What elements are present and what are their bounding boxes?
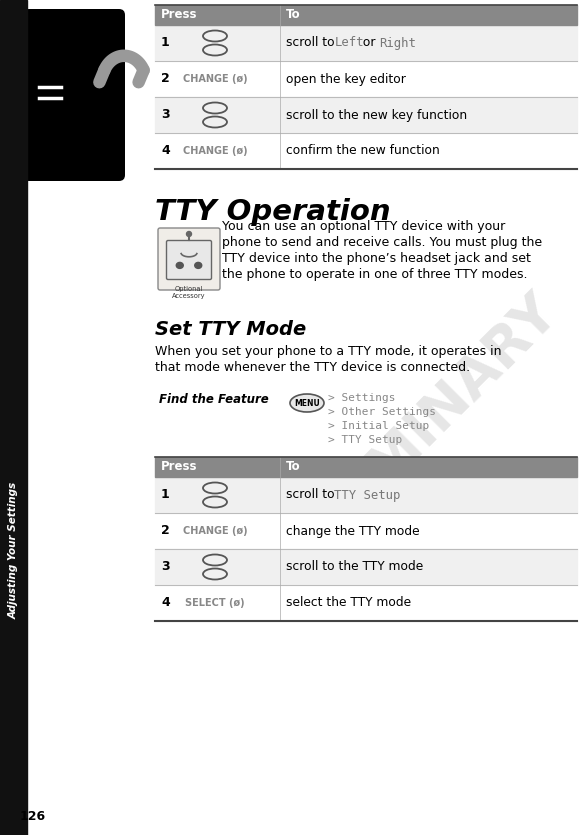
Text: TTY Setup: TTY Setup: [335, 488, 401, 502]
Text: scroll to the TTY mode: scroll to the TTY mode: [286, 560, 423, 574]
FancyBboxPatch shape: [166, 240, 211, 280]
Text: select the TTY mode: select the TTY mode: [286, 596, 411, 610]
FancyBboxPatch shape: [158, 228, 220, 290]
Bar: [155, 585, 577, 621]
Text: 2: 2: [161, 73, 170, 85]
Text: Press: Press: [161, 460, 197, 473]
Text: PRELIMINARY: PRELIMINARY: [232, 281, 569, 619]
Text: change the TTY mode: change the TTY mode: [286, 524, 420, 538]
Text: scroll to the new key function: scroll to the new key function: [286, 109, 467, 122]
Bar: [155, 513, 577, 549]
Text: 1: 1: [161, 37, 170, 49]
Text: scroll to: scroll to: [286, 488, 339, 502]
Text: 2: 2: [161, 524, 170, 538]
Text: scroll to: scroll to: [286, 37, 339, 49]
Text: > Settings: > Settings: [328, 393, 396, 403]
Bar: [155, 457, 577, 477]
Text: Find the Feature: Find the Feature: [159, 393, 269, 406]
Bar: [155, 549, 577, 585]
Ellipse shape: [290, 394, 324, 412]
Text: or: or: [359, 37, 379, 49]
Text: Press: Press: [161, 8, 197, 22]
Text: Left: Left: [335, 37, 364, 49]
Bar: [155, 25, 577, 61]
Text: 1: 1: [161, 488, 170, 502]
Text: > TTY Setup: > TTY Setup: [328, 435, 402, 445]
Text: 126: 126: [20, 810, 46, 823]
Text: the phone to operate in one of three TTY modes.: the phone to operate in one of three TTY…: [222, 268, 527, 281]
Text: 4: 4: [161, 596, 170, 610]
Ellipse shape: [195, 262, 202, 268]
Text: MENU: MENU: [294, 398, 320, 407]
Text: 3: 3: [161, 109, 169, 122]
Text: TTY device into the phone’s headset jack and set: TTY device into the phone’s headset jack…: [222, 252, 531, 265]
Text: When you set your phone to a TTY mode, it operates in: When you set your phone to a TTY mode, i…: [155, 345, 502, 358]
Bar: [155, 133, 577, 169]
Text: open the key editor: open the key editor: [286, 73, 406, 85]
Text: You can use an optional TTY device with your: You can use an optional TTY device with …: [222, 220, 505, 233]
Text: To: To: [286, 8, 301, 22]
Text: CHANGE (ø): CHANGE (ø): [183, 74, 247, 84]
Text: CHANGE (ø): CHANGE (ø): [183, 526, 247, 536]
Text: Right: Right: [379, 37, 416, 49]
Bar: [155, 97, 577, 133]
Text: confirm the new function: confirm the new function: [286, 144, 440, 158]
Ellipse shape: [176, 262, 183, 268]
Text: > Other Settings: > Other Settings: [328, 407, 436, 417]
Text: > Initial Setup: > Initial Setup: [328, 421, 430, 431]
Text: that mode whenever the TTY device is connected.: that mode whenever the TTY device is con…: [155, 361, 470, 374]
Text: 4: 4: [161, 144, 170, 158]
Text: Set TTY Mode: Set TTY Mode: [155, 320, 306, 339]
Bar: [155, 61, 577, 97]
Text: Adjusting Your Settings: Adjusting Your Settings: [9, 482, 19, 619]
Bar: [0, 0, 27, 835]
Bar: [155, 5, 577, 25]
FancyBboxPatch shape: [23, 9, 125, 181]
Text: phone to send and receive calls. You must plug the: phone to send and receive calls. You mus…: [222, 236, 542, 249]
Text: SELECT (ø): SELECT (ø): [185, 598, 245, 608]
Bar: [155, 477, 577, 513]
Text: 3: 3: [161, 560, 169, 574]
Text: To: To: [286, 460, 301, 473]
Ellipse shape: [186, 231, 191, 236]
Text: TTY Operation: TTY Operation: [155, 198, 391, 226]
Text: CHANGE (ø): CHANGE (ø): [183, 146, 247, 156]
Text: Optional
Accessory: Optional Accessory: [172, 286, 206, 299]
